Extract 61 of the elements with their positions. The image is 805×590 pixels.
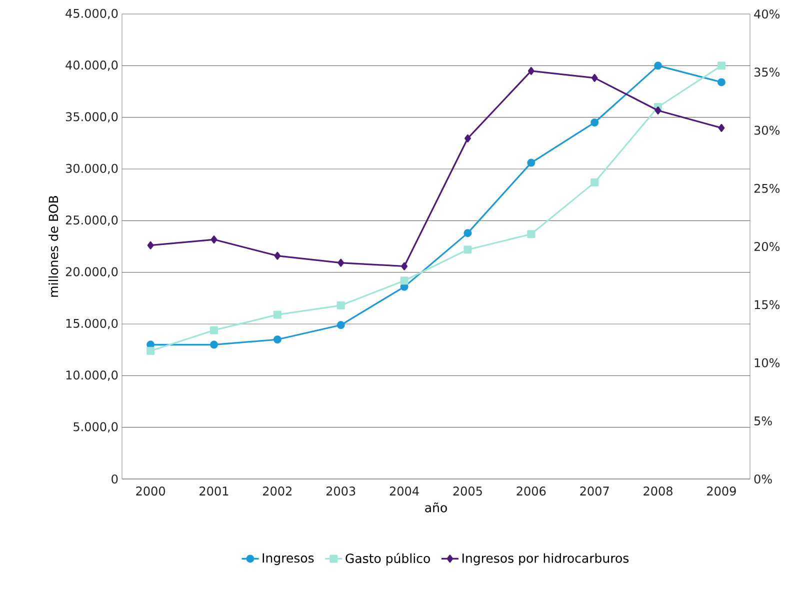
x-axis-title: año: [425, 502, 447, 512]
point: [464, 246, 472, 254]
point: [336, 301, 345, 310]
x-tick-label: 2003: [326, 486, 356, 496]
y-tick-label: 35.000,0: [66, 112, 118, 122]
point: [528, 66, 534, 75]
y-tick-label: 20.000,0: [66, 267, 118, 278]
point: [210, 326, 218, 334]
y2-tick-label: 15%: [754, 300, 780, 310]
y-tick-label: 0: [112, 474, 118, 484]
point: [273, 310, 282, 319]
y2-tick-label: 20%: [754, 242, 780, 252]
legend-label: Ingresos: [262, 553, 314, 566]
point: [210, 236, 218, 244]
y-tick-label: 15.000,0: [66, 318, 118, 330]
x-tick-label: 2005: [453, 486, 482, 496]
point: [274, 252, 281, 260]
point: [527, 230, 536, 238]
point: [590, 118, 599, 126]
y-tick-label: 10.000,0: [66, 370, 118, 381]
point: [147, 241, 154, 250]
point: [591, 74, 598, 82]
point: [590, 178, 599, 186]
x-tick-label: 2001: [200, 486, 228, 496]
point: [527, 158, 536, 167]
y2-tick-label: 35%: [754, 68, 780, 77]
y-tick-label: 5.000,0: [74, 422, 118, 432]
point: [464, 229, 472, 238]
x-tick-label: 2006: [516, 486, 546, 496]
y-tick-label: 25.000,0: [66, 216, 118, 226]
y2-tick-label: 10%: [754, 358, 780, 368]
point: [654, 62, 662, 70]
point: [717, 62, 726, 70]
x-tick-label: 2008: [644, 486, 672, 496]
point: [273, 336, 282, 344]
x-tick-label: 2007: [580, 486, 609, 496]
y-tick-label: 40.000,0: [66, 60, 118, 71]
point: [210, 340, 218, 349]
point: [464, 134, 471, 142]
legend-label: Ingresos por hidrocarburos: [462, 553, 629, 566]
point: [718, 124, 725, 132]
point: [336, 321, 345, 330]
y2-tick-label: 5%: [754, 416, 772, 426]
y-tick-label: 30.000,0: [66, 164, 118, 174]
x-tick-label: 2009: [707, 486, 736, 496]
legend-label: Gasto público: [346, 552, 430, 566]
y2-tick-label: 0%: [754, 474, 772, 484]
y2-tick-label: 30%: [754, 126, 780, 135]
y-axis-title: millones de BOB: [48, 196, 58, 297]
y-tick-label: 45.000,0: [66, 8, 118, 20]
point: [717, 78, 726, 86]
point: [400, 276, 408, 285]
point: [401, 262, 408, 270]
y2-tick-label: 40%: [754, 9, 780, 19]
point: [146, 346, 155, 355]
point: [654, 106, 662, 114]
x-tick-label: 2000: [136, 486, 166, 496]
x-tick-label: 2004: [390, 486, 419, 496]
point: [338, 258, 344, 267]
x-tick-label: 2002: [263, 486, 292, 496]
y2-tick-label: 25%: [754, 184, 780, 193]
